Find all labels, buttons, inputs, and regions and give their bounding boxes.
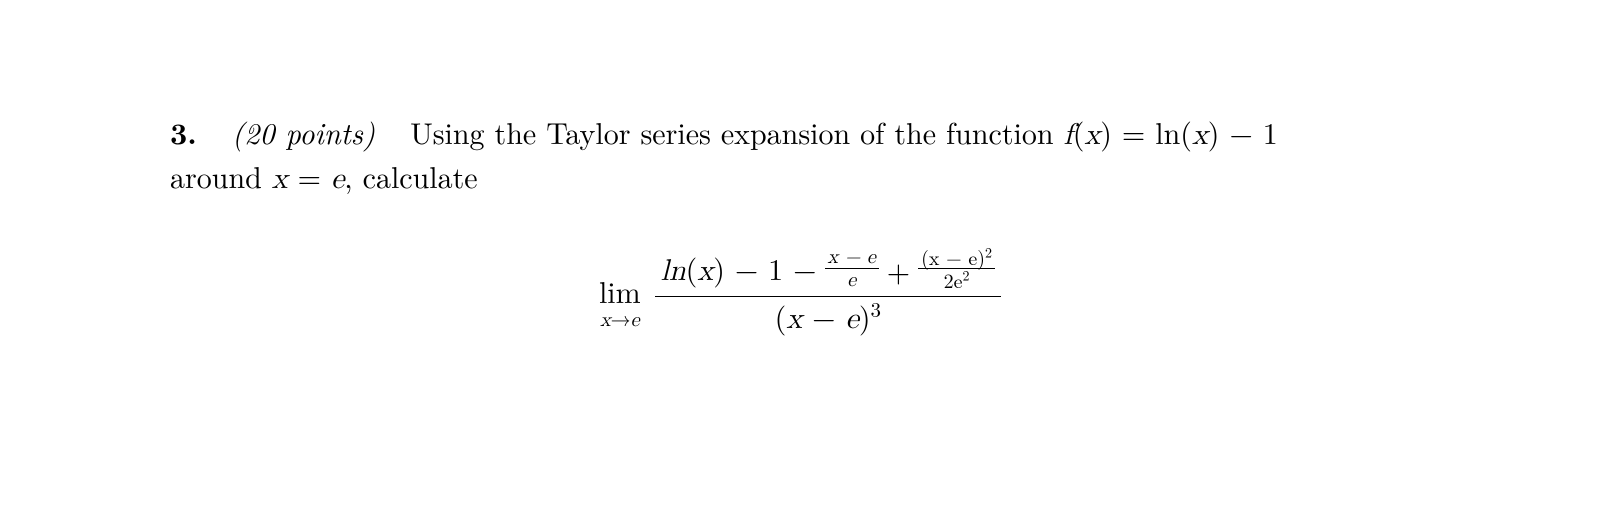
num-plus: +: [887, 255, 910, 285]
sfrac1-num: x − e: [825, 246, 879, 268]
close-paren: ): [1100, 110, 1112, 153]
lim-sub-x: x: [600, 310, 611, 330]
small-frac-2: (x − e)2 2e2: [918, 246, 995, 291]
num-close: ): [713, 246, 725, 289]
page-root: 3. (20 points) Using the Taylor series e…: [0, 0, 1600, 524]
main-denominator: (x − e)3: [769, 297, 887, 338]
around-e: e: [331, 164, 344, 194]
num-ln: ln: [661, 256, 686, 286]
open-paren: (: [1073, 110, 1085, 153]
sfrac2-den-base: 2e: [944, 265, 963, 294]
ln-close: ): [1208, 110, 1220, 153]
num-open: (: [686, 246, 698, 289]
fn-x: x: [1084, 120, 1100, 150]
around-prefix: around: [170, 154, 272, 197]
sfrac1-den: e: [844, 269, 859, 291]
lim-block: lim x→e: [599, 276, 641, 330]
num-lnx-minus1: ln(x) − 1 −: [661, 253, 817, 286]
lim-word: lim: [599, 276, 641, 306]
fn-f: f: [1064, 120, 1073, 150]
sfrac2-den-exp: 2: [963, 265, 970, 285]
minus-one-a: − 1: [1219, 110, 1277, 153]
points-label: (20 points): [232, 110, 375, 153]
around-x: x: [272, 164, 288, 194]
den-e: e: [846, 304, 859, 334]
lim-subscript: x→e: [600, 308, 639, 330]
lim-arrow: →: [611, 303, 631, 332]
den-close: ): [859, 294, 871, 337]
den-exp: 3: [871, 294, 882, 324]
num-minus1-minus: − 1 −: [725, 246, 817, 289]
main-numerator: ln(x) − 1 − x − e e + ( x − e) 2: [655, 243, 1001, 296]
limit-expression: lim x→e ln(x) − 1 − x − e e: [599, 243, 1001, 338]
small-frac-1: x − e e: [825, 246, 879, 291]
equals-1: =: [1112, 110, 1155, 153]
sfrac2-den: 2e2: [941, 269, 973, 291]
ln-open: (: [1180, 110, 1192, 153]
text-prefix: Using the Taylor series expansion of the…: [410, 110, 1063, 153]
problem-statement-line1: 3. (20 points) Using the Taylor series e…: [170, 112, 1430, 156]
problem-number: 3.: [170, 110, 197, 153]
num-x: x: [697, 256, 713, 286]
calculate-suffix: , calculate: [344, 154, 477, 197]
lim-sub-e: e: [631, 310, 640, 330]
problem-statement-line2: around x = e, calculate: [170, 156, 1430, 200]
equals-2: =: [288, 154, 331, 197]
sfrac2-num-exp: 2: [985, 242, 992, 262]
den-x: x: [786, 304, 802, 334]
formula-area: lim x→e ln(x) − 1 − x − e e: [170, 243, 1430, 338]
ln-text: ln: [1155, 110, 1180, 153]
numerator-row: ln(x) − 1 − x − e e + ( x − e) 2: [661, 247, 995, 292]
ln-x: x: [1192, 120, 1208, 150]
den-minus: −: [802, 294, 845, 337]
den-open: (: [775, 294, 787, 337]
main-fraction: ln(x) − 1 − x − e e + (x − e)2: [655, 243, 1001, 338]
